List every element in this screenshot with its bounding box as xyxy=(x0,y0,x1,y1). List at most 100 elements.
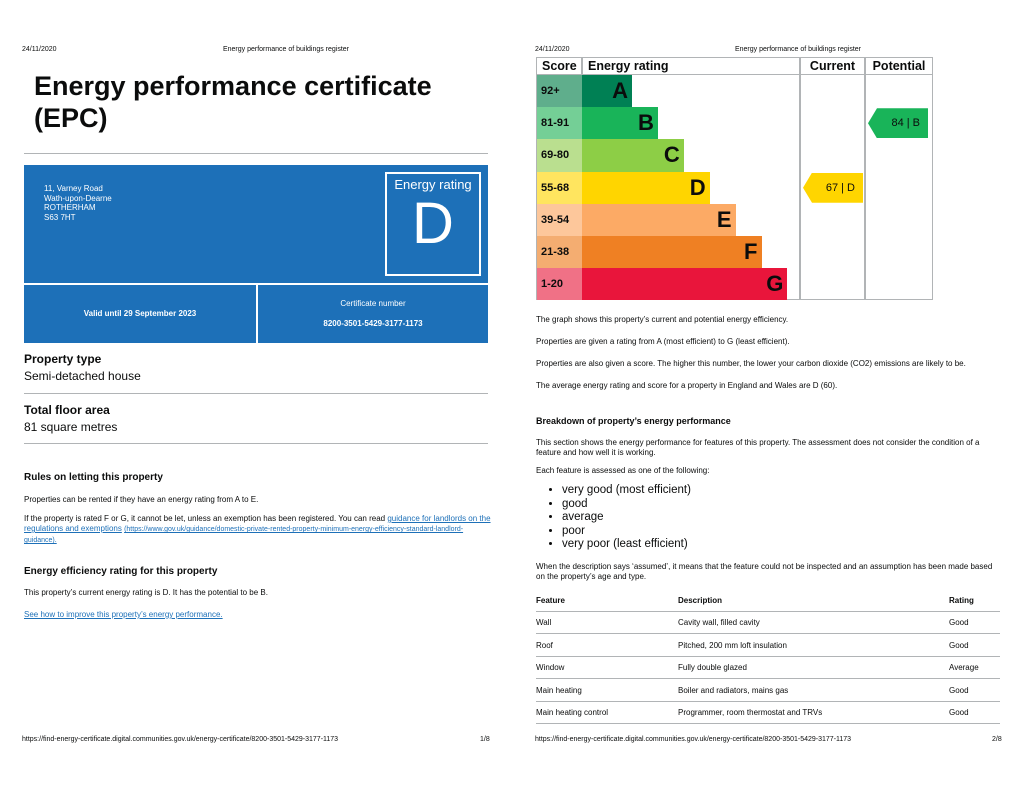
valid-until: Valid until 29 September 2023 xyxy=(83,309,197,318)
improve-link[interactable]: See how to improve this property’s energ… xyxy=(24,610,223,619)
divider xyxy=(24,393,488,394)
header-site: Energy performance of buildings register xyxy=(734,46,862,53)
address-line: S63 7HT xyxy=(44,212,76,222)
address-line: Wath-upon-Dearne xyxy=(44,193,112,203)
table-cell: Programmer, room thermostat and TRVs xyxy=(678,708,823,717)
rating-band: G xyxy=(582,268,788,301)
table-cell: Good xyxy=(949,640,969,650)
rules-heading: Rules on letting this property xyxy=(24,472,163,483)
assumed-text: When the description says ‘assumed’, it … xyxy=(536,562,993,581)
table-cell: Pitched, 200 mm loft insulation xyxy=(678,640,787,650)
property-type: Semi-detached house xyxy=(24,369,141,383)
header-date: 24/11/2020 xyxy=(535,46,570,53)
score-cell: 39-54 xyxy=(537,203,582,236)
text: If the property is rated F or G, it cann… xyxy=(24,514,386,523)
score-cell: 21-38 xyxy=(537,236,582,269)
rating-label: Energy rating xyxy=(394,177,472,192)
note: The graph shows this property’s current … xyxy=(536,315,789,324)
certificate-label: Certificate number xyxy=(340,299,406,308)
certificate-number: 8200-3501-5429-3177-1173 xyxy=(323,319,423,328)
potential-rating: 84 | B xyxy=(868,108,928,139)
rating-box: Energy rating D xyxy=(385,172,481,276)
valid-box xyxy=(24,285,256,343)
address: 11, Varney Road Wath-upon-Dearne ROTHERHAM… xyxy=(44,184,112,222)
chart-column xyxy=(800,75,865,300)
chart-header: Potential xyxy=(865,57,933,75)
note: The average energy rating and score for … xyxy=(536,381,838,390)
current-rating: 67 | D xyxy=(803,172,863,203)
rating-band: C xyxy=(582,139,684,172)
level: very poor (least efficient) xyxy=(562,538,691,552)
table-rule xyxy=(536,611,1000,612)
rating-band: B xyxy=(582,107,658,140)
address-line: ROTHERHAM xyxy=(44,203,96,212)
table-cell: Average xyxy=(949,663,979,672)
breakdown-intro: This section shows the energy performanc… xyxy=(536,438,980,457)
chart-notes: The graph shows this property’s current … xyxy=(536,315,1006,403)
rating-band: F xyxy=(582,236,762,269)
breakdown-heading: Breakdown of property’s energy performan… xyxy=(536,416,731,426)
table-rule xyxy=(536,633,1000,634)
score-cell: 92+ xyxy=(537,75,582,108)
score-cell: 1-20 xyxy=(537,268,582,301)
table-header: Rating xyxy=(949,596,974,605)
score-cell: 55-68 xyxy=(537,171,582,204)
rating-letter: D xyxy=(412,191,454,256)
rating-band: D xyxy=(582,171,710,204)
rules-text: Properties can be rented if they have an… xyxy=(24,495,259,504)
link[interactable]: guidance for landlords on the regulation… xyxy=(24,514,491,533)
rating-band: A xyxy=(582,75,632,108)
rules-text: If the property is rated F or G, it cann… xyxy=(24,514,492,546)
table-cell: Good xyxy=(949,618,969,627)
table-header: Feature xyxy=(536,596,565,605)
table-cell: Good xyxy=(949,708,969,717)
chart-header: Score xyxy=(536,57,582,75)
header-date: 24/11/2020 xyxy=(22,46,57,53)
level: very good (most efficient) xyxy=(562,484,691,498)
note: Properties are also given a score. The h… xyxy=(536,359,966,368)
levels-list: very good (most efficient)goodaveragepoo… xyxy=(536,484,691,552)
divider xyxy=(24,443,488,444)
table-cell: Boiler and radiators, mains gas xyxy=(678,685,789,695)
table-header: Description xyxy=(678,596,723,605)
chart-column xyxy=(865,75,933,300)
title: Energy performance certificate (EPC) xyxy=(34,71,432,133)
table-rule xyxy=(536,678,1000,679)
table-cell: Roof xyxy=(536,640,553,650)
note: Properties are given a rating from A (mo… xyxy=(536,337,790,346)
chart-header: Energy rating xyxy=(582,57,800,75)
floor-area: 81 square metres xyxy=(24,420,118,434)
table-rule xyxy=(536,655,1000,657)
rating-chart: Score Energy rating Current Potential 92+ A 81… xyxy=(536,57,933,301)
table-rule xyxy=(536,700,1000,702)
header-site: Energy performance of buildings register xyxy=(222,46,350,53)
table-cell: Fully double glazed xyxy=(678,663,747,672)
table-cell: Wall xyxy=(536,618,552,627)
rating-band: E xyxy=(582,203,736,236)
property-type-label: Property type xyxy=(24,352,102,366)
chart-header: Current xyxy=(800,57,865,75)
table-rule xyxy=(536,723,1000,724)
score-cell: 69-80 xyxy=(537,139,582,172)
level: poor xyxy=(562,525,691,539)
table-cell: Main heating xyxy=(536,685,582,695)
efficiency-heading: Energy efficiency rating for this proper… xyxy=(24,566,218,577)
page-number: 2/8 xyxy=(992,736,1002,743)
divider xyxy=(24,153,488,154)
table-cell: Good xyxy=(949,685,969,695)
level: average xyxy=(562,511,691,525)
table-cell: Window xyxy=(536,663,565,672)
floor-area-label: Total floor area xyxy=(24,403,110,417)
address-line: 11, Varney Road xyxy=(44,184,103,193)
summary-box xyxy=(24,165,488,283)
table-cell: Cavity wall, filled cavity xyxy=(678,618,760,627)
efficiency-text: This property’s current energy rating is… xyxy=(24,588,268,597)
level: good xyxy=(562,498,691,512)
footer-url: https://find-energy-certificate.digital.… xyxy=(22,736,339,743)
link-url[interactable]: (https://www.gov.uk/guidance/domestic-pr… xyxy=(24,526,464,544)
assessed-text: Each feature is assessed as one of the f… xyxy=(536,466,710,475)
footer-url: https://find-energy-certificate.digital.… xyxy=(535,736,852,743)
table-cell: Main heating control xyxy=(536,708,609,717)
certificate-box xyxy=(258,285,488,343)
